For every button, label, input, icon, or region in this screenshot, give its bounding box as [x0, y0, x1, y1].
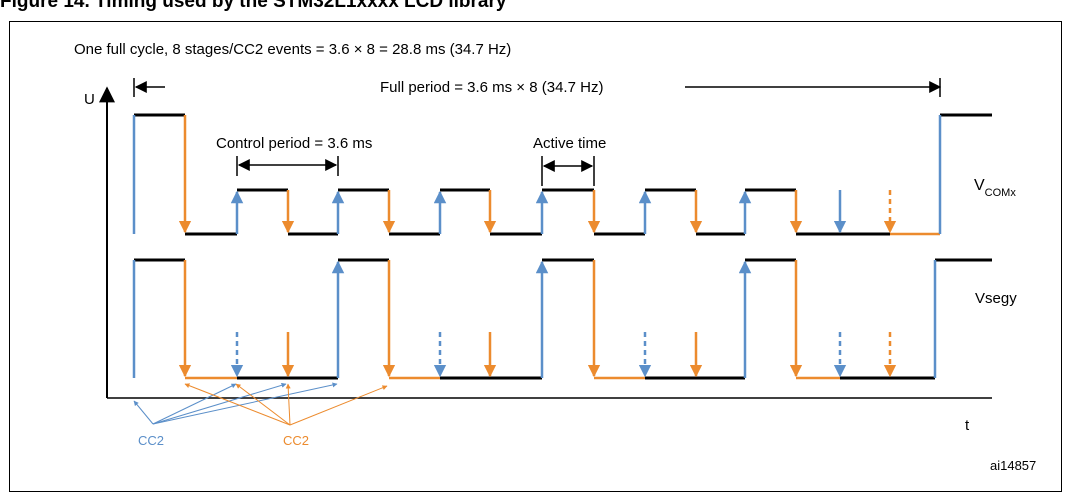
- y-axis-label: U: [84, 91, 95, 108]
- cycle-text: One full cycle, 8 stages/CC2 events = 3.…: [74, 41, 511, 58]
- figure-title: Figure 14. Timing used by the STM32L1xxx…: [0, 0, 507, 12]
- cc2-orange-pointer: [289, 385, 388, 426]
- cc2-blue-pointer: [152, 382, 338, 425]
- control-period-label: Control period = 3.6 ms: [216, 135, 372, 152]
- cc2-pointers: [133, 382, 388, 426]
- cc2-orange-pointer: [285, 383, 291, 426]
- vcom-label-subscript: COMx: [985, 187, 1017, 199]
- vcom-label: VCOMx: [974, 177, 1016, 199]
- cc2-orange-pointer: [235, 383, 291, 426]
- cc2-blue-pointer: [152, 382, 287, 425]
- dimension-lines: [133, 78, 942, 186]
- vseg-waveform: [132, 258, 992, 380]
- cc2-orange-label: CC2: [283, 433, 309, 448]
- active-time-label: Active time: [533, 135, 606, 152]
- cc2-blue-label: CC2: [138, 433, 164, 448]
- vseg-label: Vsegy: [975, 290, 1017, 307]
- figure-frame: [9, 21, 1062, 492]
- cc2-blue-pointer: [152, 383, 237, 425]
- figure-id: ai14857: [990, 458, 1036, 473]
- x-axis-label: t: [965, 417, 970, 434]
- vcom-label-main: V: [974, 177, 985, 194]
- labels: One full cycle, 8 stages/CC2 events = 3.…: [74, 41, 1036, 473]
- vcom-waveform: [132, 113, 992, 236]
- full-period-label: Full period = 3.6 ms × 8 (34.7 Hz): [380, 79, 603, 96]
- cc2-orange-pointer: [184, 383, 291, 426]
- cc2-blue-pointer: [133, 400, 154, 425]
